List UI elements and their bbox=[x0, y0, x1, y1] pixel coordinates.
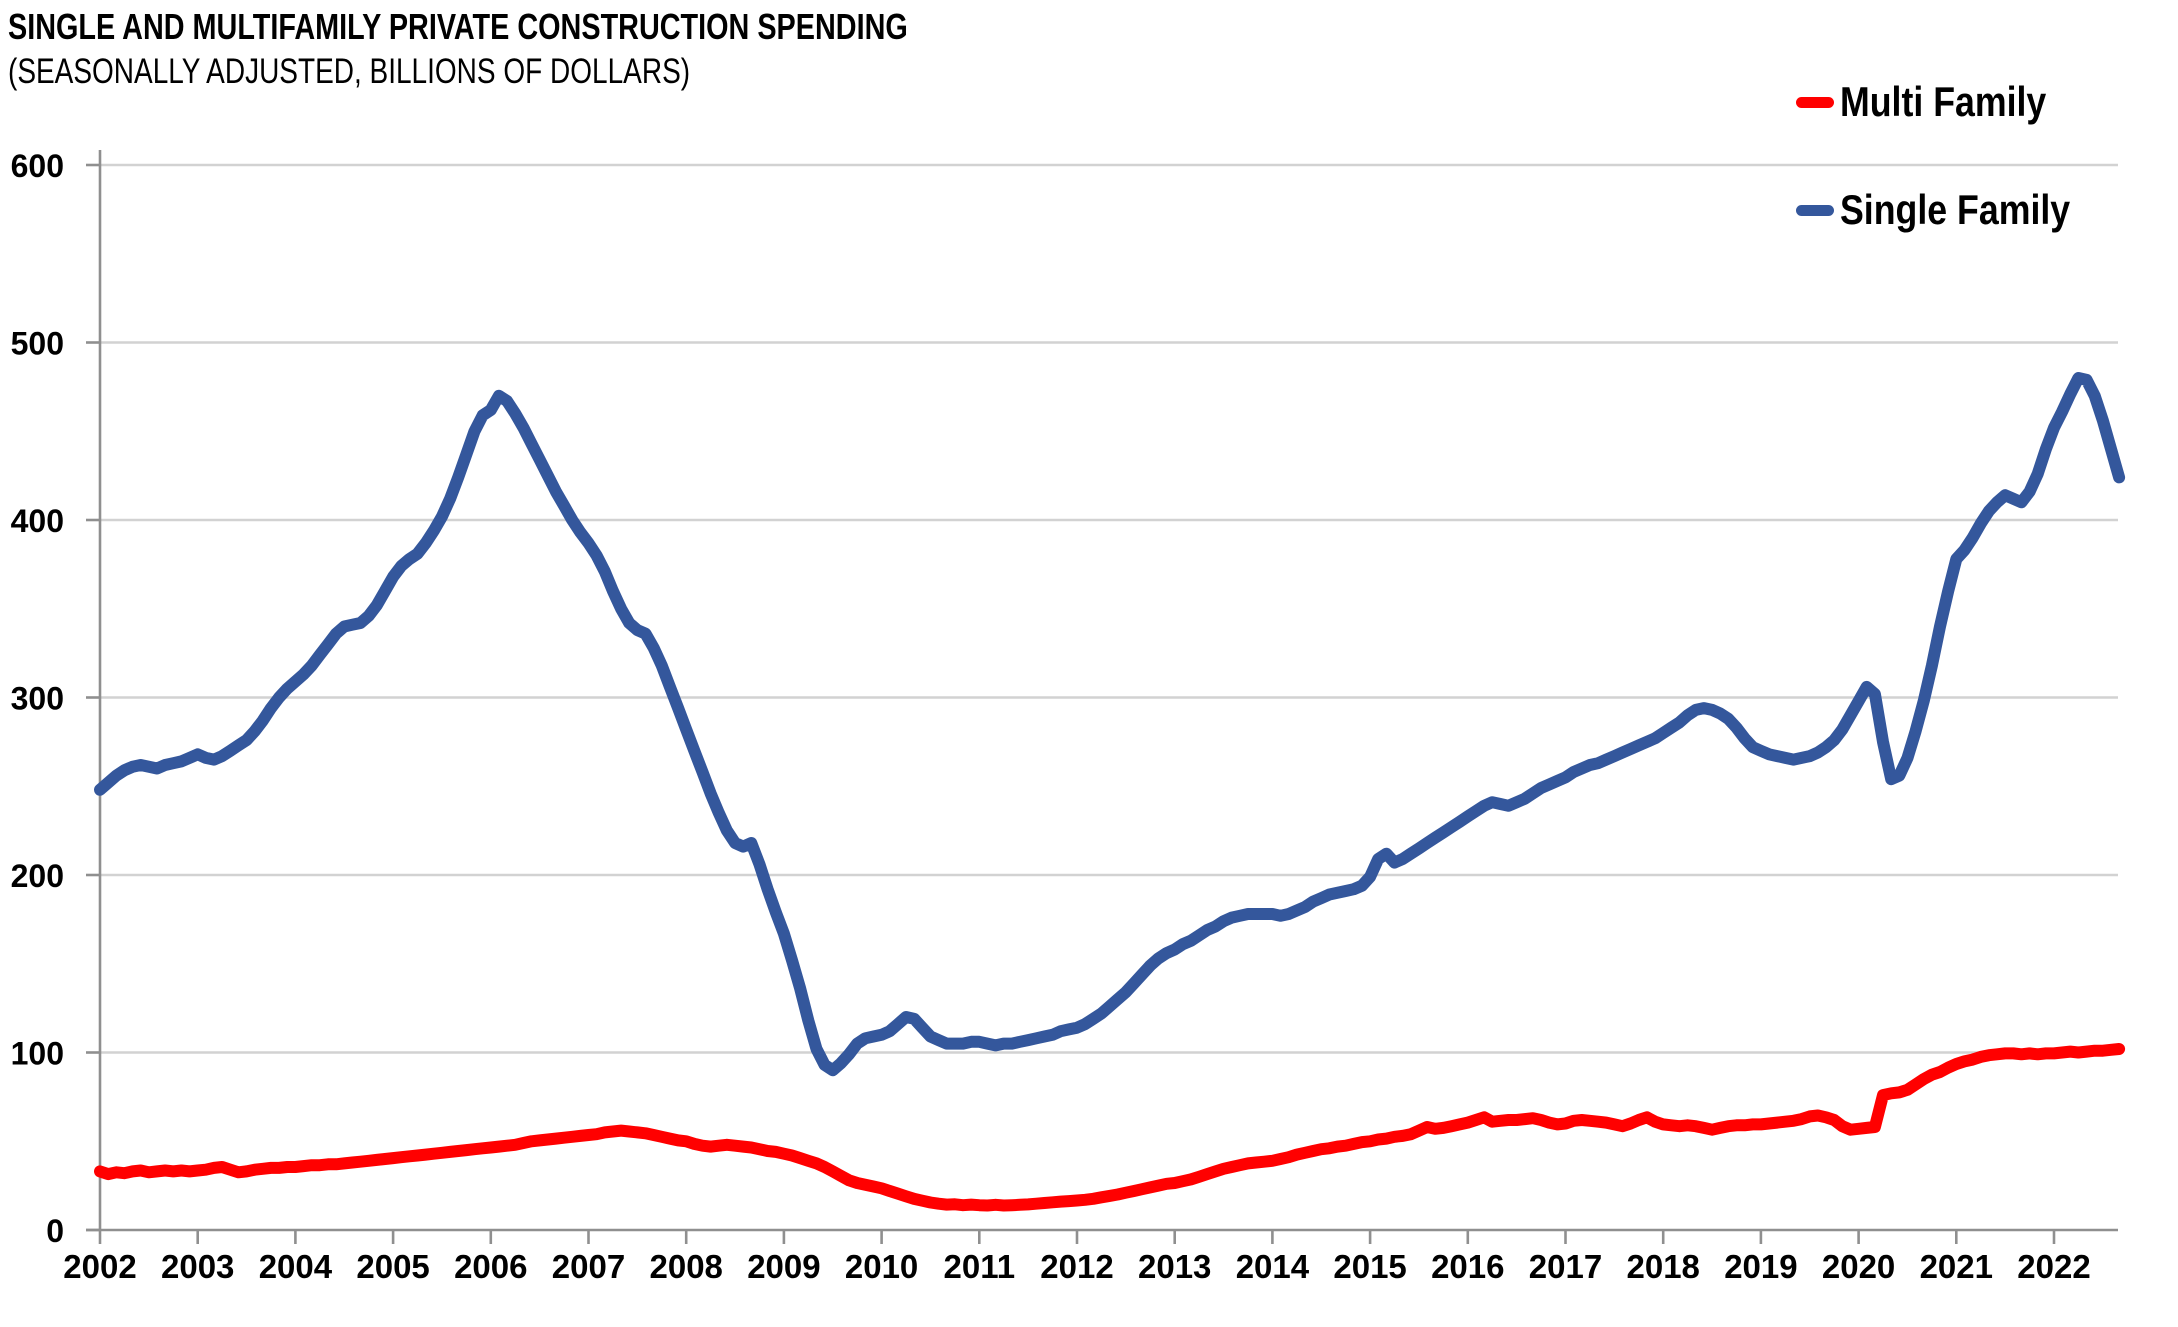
x-tick-label: 2007 bbox=[552, 1248, 625, 1285]
x-tick-label: 2015 bbox=[1333, 1248, 1406, 1285]
x-tick-label: 2003 bbox=[161, 1248, 234, 1285]
y-tick-label: 400 bbox=[11, 503, 64, 539]
multi-family-line bbox=[94, 1043, 2126, 1212]
y-tick-label: 500 bbox=[11, 326, 64, 362]
x-tick-label: 2011 bbox=[944, 1248, 1016, 1285]
single-family-line bbox=[94, 372, 2126, 1077]
chart-subtitle: (SEASONALLY ADJUSTED, BILLIONS OF DOLLAR… bbox=[8, 52, 691, 91]
x-tick-label: 2022 bbox=[2017, 1248, 2090, 1285]
y-tick-label: 200 bbox=[11, 858, 64, 894]
x-tick-label: 2004 bbox=[259, 1248, 333, 1285]
y-tick-label: 0 bbox=[46, 1213, 64, 1249]
x-tick-label: 2014 bbox=[1236, 1248, 1310, 1285]
legend-item-single-family: Single Family bbox=[1796, 184, 2111, 236]
x-tick-label: 2005 bbox=[356, 1248, 429, 1285]
x-tick-label: 2010 bbox=[845, 1248, 918, 1285]
legend-label-multi-family: Multi Family bbox=[1840, 78, 2047, 125]
x-tick-label: 2016 bbox=[1431, 1248, 1504, 1285]
single-family-swatch bbox=[1796, 204, 1834, 216]
x-tick-label: 2017 bbox=[1529, 1248, 1602, 1285]
x-tick-label: 2009 bbox=[747, 1248, 820, 1285]
x-tick-label: 2012 bbox=[1040, 1248, 1113, 1285]
x-tick-label: 2002 bbox=[63, 1248, 136, 1285]
x-tick-label: 2020 bbox=[1822, 1248, 1895, 1285]
x-tick-label: 2006 bbox=[454, 1248, 527, 1285]
x-tick-label: 2018 bbox=[1626, 1248, 1699, 1285]
x-tick-label: 2019 bbox=[1724, 1248, 1797, 1285]
x-tick-label: 2013 bbox=[1138, 1248, 1211, 1285]
legend-item-multi-family: Multi Family bbox=[1796, 76, 2083, 128]
y-tick-label: 600 bbox=[11, 148, 64, 184]
x-tick-label: 2008 bbox=[649, 1248, 722, 1285]
multi-family-swatch bbox=[1796, 96, 1834, 108]
y-tick-label: 100 bbox=[11, 1036, 64, 1072]
legend-label-single-family: Single Family bbox=[1840, 186, 2071, 233]
chart-title: SINGLE AND MULTIFAMILY PRIVATE CONSTRUCT… bbox=[8, 6, 908, 47]
x-tick-label: 2021 bbox=[1920, 1248, 1993, 1285]
y-tick-label: 300 bbox=[11, 681, 64, 717]
